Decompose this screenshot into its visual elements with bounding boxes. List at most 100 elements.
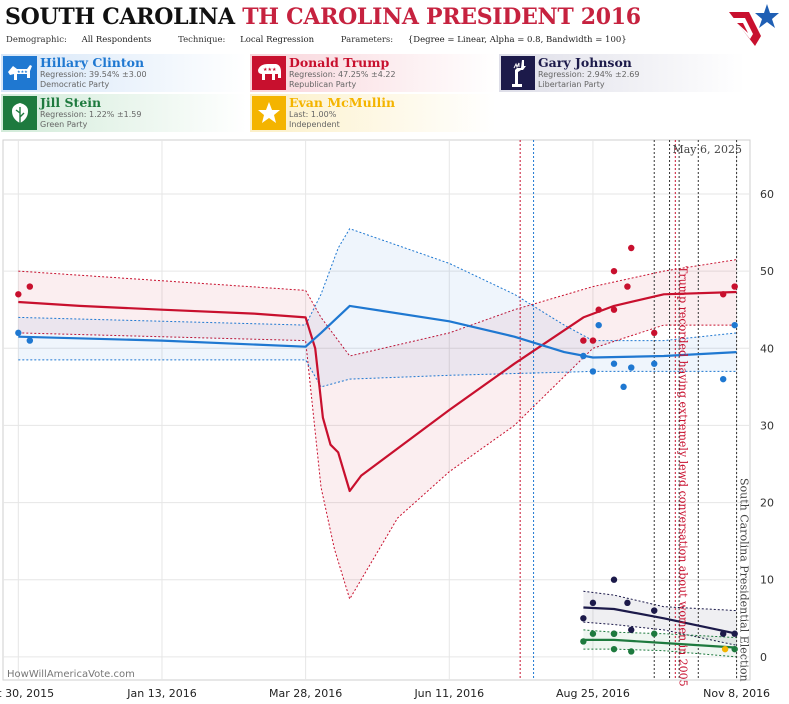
candidate-card-stein: Jill Stein Regression: 1.22% ±1.59 Green… <box>1 94 247 132</box>
x-tick-label: Jan 13, 2016 <box>126 687 196 700</box>
y-tick-label: 40 <box>760 342 774 355</box>
candidate-regression: Regression: 47.25% ±4.22 <box>289 70 396 79</box>
star-icon <box>252 96 286 130</box>
poll-point <box>589 630 597 637</box>
lower-bound-line <box>18 324 737 601</box>
poll-point <box>651 360 658 367</box>
trend-line <box>583 638 737 649</box>
poll-point <box>580 337 587 344</box>
poll-point <box>731 645 738 653</box>
event-label: Trump recorded having extremely lewd con… <box>676 266 689 687</box>
confidence-band <box>18 259 737 599</box>
poll-point <box>595 321 602 329</box>
poll-point <box>580 615 587 622</box>
technique-label: Technique: <box>178 35 226 45</box>
candidate-card-mcmullin: Evan McMullin Last: 1.00% Independent <box>250 94 496 132</box>
y-tick-label: 50 <box>760 265 774 278</box>
poll-point <box>721 645 729 653</box>
liberty-statue-icon <box>501 56 535 90</box>
poll-point <box>610 630 618 637</box>
trend-line <box>583 606 737 635</box>
title-rest: TH CAROLINA PRESIDENT 2016 <box>242 4 641 30</box>
upper-bound-line <box>583 629 737 639</box>
page-title: SOUTH CAROLINA TH CAROLINA PRESIDENT 201… <box>5 4 641 30</box>
y-tick-label: 30 <box>760 419 774 432</box>
poll-point <box>624 599 631 607</box>
poll-point <box>26 337 34 344</box>
poll-point <box>620 383 627 391</box>
candidate-card-trump: ★★★ Donald Trump Regression: 47.25% ±4.2… <box>250 54 496 92</box>
poll-point <box>15 291 22 298</box>
poll-point <box>731 630 738 637</box>
poll-point <box>15 329 22 337</box>
trend-line <box>18 290 737 493</box>
candidate-name: Hillary Clinton <box>40 55 145 70</box>
poll-point <box>610 360 618 367</box>
x-tick-label: Jun 11, 2016 <box>413 687 484 700</box>
date-stamp: May 6, 2025 <box>672 143 742 156</box>
y-tick-label: 10 <box>760 574 774 587</box>
event-label: South Carolina Presidential Election <box>738 478 751 682</box>
parameters-value: {Degree = Linear, Alpha = 0.8, Bandwidth… <box>407 35 627 45</box>
poll-chart: 0 10 20 30 40 50 60 Oct 30, 2015 Jan 13, 2016 Mar… <box>0 139 774 700</box>
poll-point <box>595 306 602 313</box>
x-tick-label: Mar 28, 2016 <box>269 687 342 700</box>
poll-point <box>731 283 738 290</box>
poll-point <box>26 283 34 290</box>
poll-point <box>628 244 635 252</box>
poll-point <box>610 645 618 653</box>
title-state: SOUTH CAROLINA <box>5 4 235 30</box>
lower-bound-line <box>583 648 737 658</box>
candidate-name: Donald Trump <box>289 55 390 70</box>
poll-point <box>589 599 597 607</box>
candidate-name: Gary Johnson <box>538 55 632 70</box>
poll-point <box>651 630 658 637</box>
poll-point <box>624 283 631 290</box>
x-tick-label: Nov 8, 2016 <box>703 687 770 700</box>
plot-area <box>2 139 751 681</box>
upper-bound-line <box>583 590 737 612</box>
poll-point <box>651 607 658 614</box>
demographic-value: All Respondents <box>81 35 152 45</box>
candidate-card-johnson: Gary Johnson Regression: 2.94% ±2.69 Lib… <box>499 54 745 92</box>
upper-bound-line <box>18 259 737 357</box>
poll-point <box>719 291 727 298</box>
poll-point <box>610 267 618 275</box>
x-tick-label: Oct 30, 2015 <box>0 687 54 700</box>
svg-text:★★★: ★★★ <box>17 69 28 74</box>
candidate-card-clinton: ★★★ Hillary Clinton Regression: 39.54% ±… <box>1 54 247 92</box>
candidate-regression: Regression: 1.22% ±1.59 <box>40 110 142 119</box>
svg-text:★★★: ★★★ <box>263 67 277 73</box>
donkey-icon: ★★★ <box>3 56 37 90</box>
trend-line <box>18 304 737 359</box>
watermark: HowWillAmericaVote.com <box>7 669 135 680</box>
candidate-party: Independent <box>289 120 340 129</box>
x-tick-label: Aug 25, 2016 <box>556 687 630 700</box>
parameters-line: Demographic: All Respondents Technique: … <box>6 35 651 45</box>
parameters-label: Parameters: <box>340 35 394 45</box>
candidate-regression: Regression: 39.54% ±3.00 <box>40 70 147 79</box>
lower-bound-line <box>18 359 737 388</box>
poll-point <box>580 352 587 360</box>
technique-value: Local Regression <box>240 35 315 45</box>
poll-point <box>628 364 635 371</box>
candidate-regression: Last: 1.00% <box>289 110 337 119</box>
poll-point <box>589 337 597 344</box>
poll-point <box>628 626 635 634</box>
candidate-name: Evan McMullin <box>289 95 396 110</box>
y-tick-label: 60 <box>760 188 774 201</box>
poll-point <box>651 329 658 337</box>
confidence-band <box>18 228 737 387</box>
elephant-icon: ★★★ <box>252 56 286 90</box>
lower-bound-line <box>583 621 737 646</box>
leaf-icon <box>3 96 37 130</box>
candidate-party: Green Party <box>40 120 88 129</box>
poll-point <box>580 638 587 645</box>
candidate-name: Jill Stein <box>40 95 102 110</box>
candidate-party: Libertarian Party <box>538 80 605 89</box>
poll-point <box>719 375 727 383</box>
poll-point <box>610 306 618 313</box>
site-logo-icon <box>729 4 779 46</box>
poll-point <box>731 321 738 329</box>
y-tick-label: 20 <box>760 497 774 510</box>
